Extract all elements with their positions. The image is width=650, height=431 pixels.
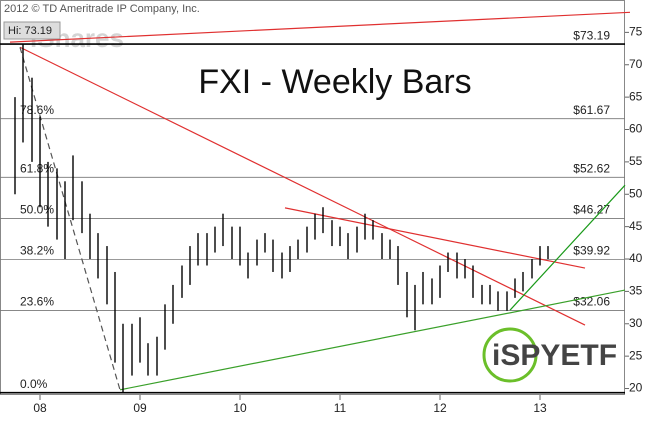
level-label: $61.67	[573, 103, 610, 117]
chart-title: FXI - Weekly Bars	[198, 63, 471, 101]
trendline	[119, 289, 626, 391]
y-tick-label: 40	[629, 251, 643, 265]
x-tick-label: 11	[334, 401, 347, 415]
y-tick-label: 75	[629, 25, 643, 39]
x-tick-label: 10	[233, 401, 247, 415]
y-tick-label: 45	[629, 219, 643, 233]
y-tick-label: 65	[629, 89, 643, 103]
y-tick-label: 35	[629, 284, 643, 298]
x-tick-label: 08	[33, 401, 47, 415]
fib-label: 23.6%	[20, 295, 54, 309]
hi-box	[3, 21, 61, 40]
copyright: 2012 © TD Ameritrade IP Company, Inc.	[4, 3, 200, 15]
fib-label: 61.8%	[20, 161, 54, 175]
y-tick-label: 70	[629, 57, 643, 71]
y-tick-label: 60	[629, 122, 643, 136]
x-tick-label: 09	[133, 401, 147, 415]
fib-label: 50.0%	[20, 203, 54, 217]
trendline	[19, 46, 586, 326]
y-tick-label: 25	[629, 348, 643, 362]
x-tick-label: 13	[533, 401, 547, 415]
trendline	[509, 184, 626, 311]
fib-label: 78.6%	[20, 103, 54, 117]
level-label: $39.92	[573, 244, 610, 258]
fib-label: 38.2%	[20, 244, 54, 258]
y-tick-label: 20	[629, 381, 643, 395]
level-label: $52.62	[573, 161, 610, 175]
trendline	[284, 207, 586, 269]
x-tick-label: 12	[433, 401, 447, 415]
level-label: $73.19	[573, 28, 610, 42]
logo: iSPYETF	[492, 339, 617, 372]
fib-label: 0.0%	[20, 377, 48, 391]
hi-label: Hi: 73.19	[8, 25, 52, 37]
logo-ring	[482, 327, 538, 383]
y-tick-label: 30	[629, 316, 643, 330]
level-label: $46.27	[573, 203, 610, 217]
y-tick-label: 55	[629, 154, 643, 168]
plot-frame	[0, 0, 625, 395]
y-tick-label: 50	[629, 186, 643, 200]
trendline	[9, 11, 631, 43]
